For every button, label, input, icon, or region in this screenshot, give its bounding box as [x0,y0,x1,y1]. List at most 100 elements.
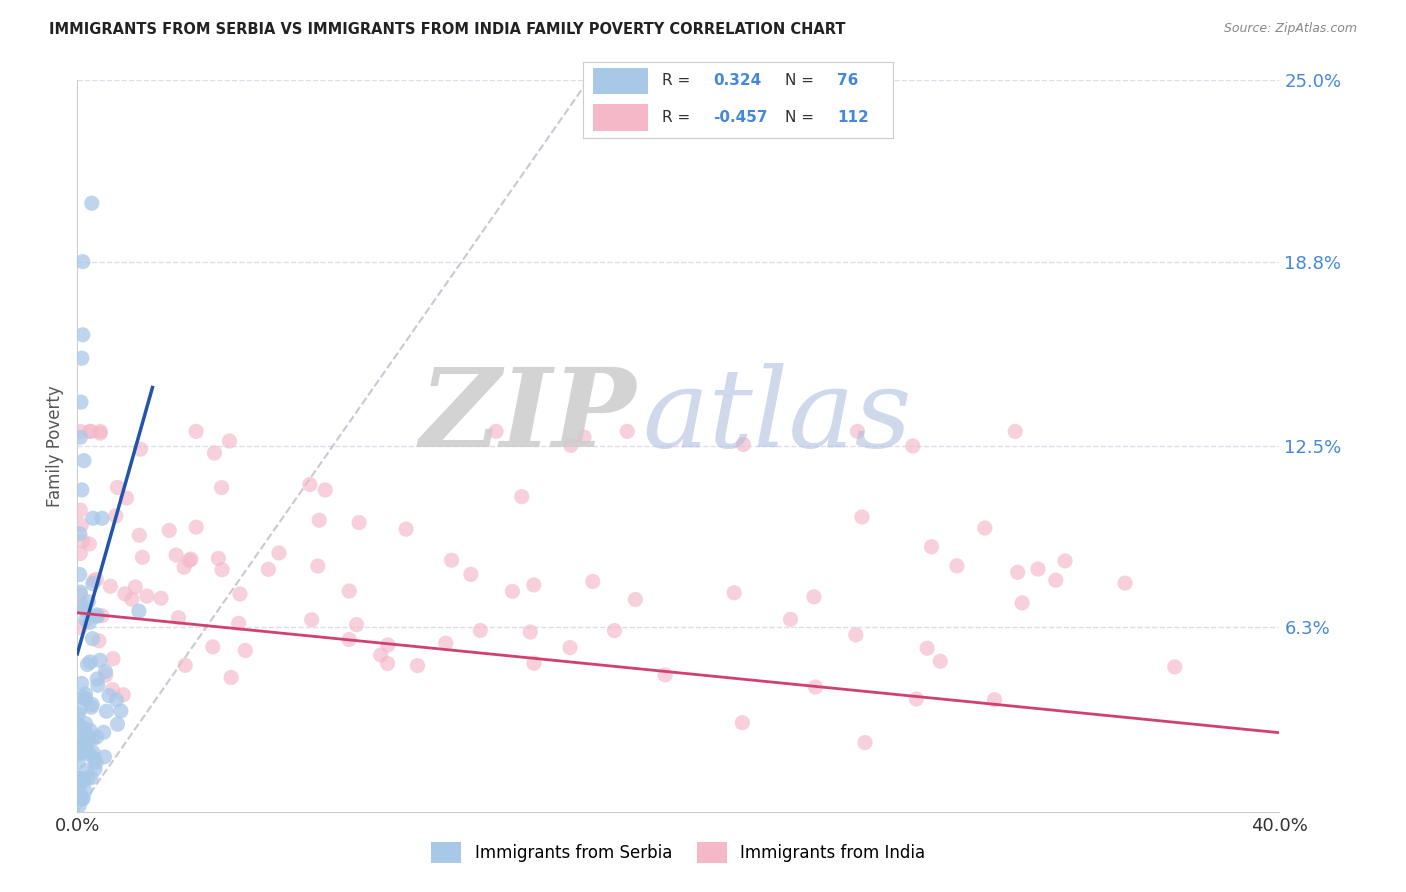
Point [98,689,121,703]
Point [179,553,201,567]
Point [79,425,101,439]
Point [79,537,101,551]
Point [86,573,108,587]
Point [69,588,91,602]
Point [84,756,107,770]
Point [67,798,90,813]
Point [107,480,129,494]
Point [82,731,104,746]
Point [67,747,90,762]
Point [501,584,523,599]
Point [314,483,336,497]
Point [723,586,745,600]
Point [440,553,463,567]
Point [80,196,103,211]
Point [87,678,110,692]
Text: 76: 76 [837,73,859,88]
Point [89,425,111,439]
Point [560,438,582,452]
Y-axis label: Family Poverty: Family Poverty [46,385,65,507]
Point [779,612,801,626]
Point [395,522,418,536]
Point [70,739,93,753]
Point [267,546,290,560]
Point [86,607,108,622]
Point [67,731,90,746]
Point [80,425,103,439]
Point [803,590,825,604]
Text: Source: ZipAtlas.com: Source: ZipAtlas.com [1223,22,1357,36]
Text: atlas: atlas [643,363,912,470]
Point [211,481,233,495]
Point [301,613,323,627]
Point [91,511,114,525]
Point [654,668,676,682]
Point [69,567,91,582]
Point [128,604,150,618]
Bar [593,68,648,95]
Point [82,576,104,591]
Point [905,692,928,706]
Point [1054,554,1077,568]
Point [67,771,90,785]
Point [72,745,94,759]
Point [101,682,124,697]
Point [94,665,117,679]
Point [204,446,226,460]
Point [107,717,129,731]
Point [86,672,108,686]
Point [135,589,157,603]
Point [91,608,114,623]
Point [101,652,124,666]
Text: 112: 112 [837,111,869,125]
Bar [593,104,648,130]
Point [75,730,97,744]
Point [167,611,190,625]
Point [624,592,647,607]
Point [89,653,111,667]
Point [67,755,90,769]
Point [70,517,93,532]
Point [201,640,224,654]
Point [80,771,103,785]
Point [67,716,90,731]
Point [1045,573,1067,587]
Point [1004,425,1026,439]
Point [73,722,96,736]
Point [523,578,546,592]
Point [83,751,105,765]
Point [929,654,952,668]
Point [69,740,91,755]
Point [80,700,103,714]
Point [77,731,100,746]
Point [75,687,97,701]
Point [69,785,91,799]
Text: -0.457: -0.457 [713,111,768,125]
Point [460,567,482,582]
Point [69,620,91,634]
Point [77,595,100,609]
Point [377,657,399,671]
Point [129,442,152,457]
Point [82,632,104,646]
Point [76,657,98,672]
Point [731,715,754,730]
Point [86,609,108,624]
Point [337,632,360,647]
Point [73,773,96,788]
Point [1011,596,1033,610]
Point [70,483,93,497]
Point [1164,660,1187,674]
Point [96,704,118,718]
Point [72,791,94,805]
Point [82,511,104,525]
Point [110,704,132,718]
Point [67,707,90,722]
Point [70,792,93,806]
Point [946,558,969,573]
Point [70,395,93,409]
Point [434,636,457,650]
Point [485,425,508,439]
Point [308,513,330,527]
Point [173,560,195,574]
